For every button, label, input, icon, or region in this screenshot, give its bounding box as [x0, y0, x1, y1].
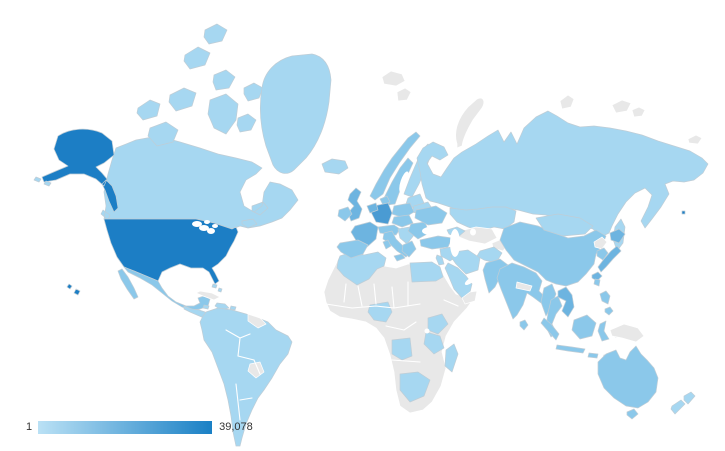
country-pakistan[interactable] — [482, 258, 509, 294]
country-madagascar[interactable] — [444, 343, 459, 373]
country-mexico[interactable] — [117, 266, 211, 311]
lake-ontario — [212, 224, 218, 228]
country-south-korea[interactable] — [596, 247, 609, 261]
country-sri-lanka[interactable] — [519, 319, 529, 331]
aleutian-islands[interactable] — [33, 176, 52, 187]
region-levant[interactable] — [435, 254, 445, 266]
country-india[interactable] — [496, 262, 546, 320]
country-nepal-nodata[interactable] — [515, 281, 533, 292]
region-benelux[interactable] — [366, 202, 379, 214]
island-java[interactable] — [555, 344, 586, 354]
country-greenland[interactable] — [260, 53, 332, 174]
legend-gradient-bar — [38, 421, 213, 434]
country-ukraine[interactable] — [414, 205, 448, 226]
legend-min-label: 1 — [26, 421, 33, 433]
region-yemen-oman-nodata[interactable] — [461, 290, 478, 305]
south-america-internal-borders — [225, 329, 261, 421]
country-morocco-algeria[interactable] — [336, 251, 387, 286]
legend-max-label: 39,078 — [219, 421, 253, 433]
country-ireland[interactable] — [337, 206, 353, 222]
region-iberia[interactable] — [336, 239, 369, 259]
country-mongolia[interactable] — [535, 213, 594, 237]
country-norway[interactable] — [369, 131, 421, 201]
island-new-guinea-nodata[interactable] — [609, 323, 645, 343]
africa-internal-borders — [325, 281, 459, 363]
country-cuba[interactable] — [195, 290, 221, 301]
region-guyanas-nodata[interactable] — [247, 313, 267, 329]
island-tasmania[interactable] — [626, 408, 639, 420]
island-puerto-rico[interactable] — [229, 305, 237, 311]
country-turkey[interactable] — [419, 235, 453, 250]
lake-huron — [199, 225, 209, 231]
island-sicily[interactable] — [393, 253, 406, 262]
country-vietnam[interactable] — [557, 286, 575, 318]
canada-arctic-islands[interactable] — [136, 23, 264, 147]
island-sardinia[interactable] — [382, 239, 392, 250]
islands-philippines[interactable] — [599, 290, 614, 316]
island-borneo[interactable] — [571, 314, 597, 340]
island-sulawesi[interactable] — [597, 320, 610, 342]
legend: 1 39,078 — [26, 421, 253, 434]
lake-michigan — [204, 220, 210, 224]
country-angola[interactable] — [391, 337, 413, 361]
country-sweden[interactable] — [383, 157, 414, 206]
region-alpine[interactable] — [377, 224, 401, 236]
region-central-europe[interactable] — [391, 214, 414, 228]
country-egypt[interactable] — [409, 261, 444, 283]
lake-superior — [192, 221, 202, 227]
caspian-sea — [450, 229, 460, 257]
aral-sea — [470, 228, 476, 236]
region-central-asia-nodata[interactable] — [458, 226, 498, 245]
water-bodies — [192, 171, 476, 334]
country-kazakhstan[interactable] — [449, 206, 517, 232]
country-south-africa[interactable] — [399, 371, 431, 403]
country-japan[interactable] — [591, 228, 626, 282]
country-kenya[interactable] — [427, 313, 449, 335]
island-taiwan[interactable] — [593, 278, 601, 287]
island-sumatra[interactable] — [540, 317, 560, 341]
black-sea — [422, 226, 444, 236]
region-south-america[interactable] — [199, 307, 293, 447]
country-iceland[interactable] — [321, 158, 349, 175]
country-jamaica[interactable] — [202, 304, 210, 310]
gulf-of-bothnia — [399, 171, 409, 193]
lake-erie-ontario — [207, 228, 215, 234]
islands-svalbard[interactable] — [381, 70, 412, 102]
country-tanzania[interactable] — [423, 331, 445, 355]
lake-victoria — [424, 328, 430, 334]
country-new-zealand[interactable] — [670, 391, 696, 415]
islands-bahamas[interactable] — [211, 283, 223, 293]
country-australia[interactable] — [597, 345, 659, 409]
pacific-territory-dot[interactable] — [681, 210, 686, 215]
hawaii-islands[interactable] — [66, 283, 81, 296]
country-north-korea-nodata[interactable] — [593, 236, 608, 250]
russia-arctic-islands[interactable] — [455, 94, 703, 149]
country-alaska[interactable] — [41, 128, 119, 213]
country-iran[interactable] — [450, 249, 481, 275]
country-greece[interactable] — [401, 240, 417, 258]
country-africa-nodata[interactable] — [323, 251, 475, 414]
persian-gulf — [464, 276, 476, 286]
country-canada[interactable] — [100, 135, 299, 230]
